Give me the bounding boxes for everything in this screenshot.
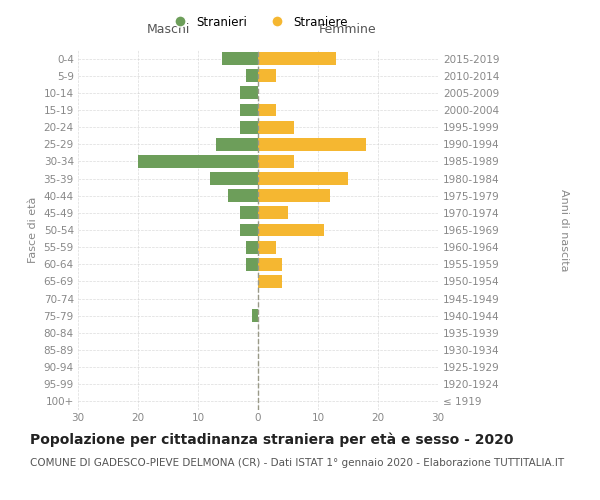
- Text: Femmine: Femmine: [319, 24, 377, 36]
- Bar: [228, 190, 258, 202]
- Bar: [258, 70, 276, 82]
- Bar: [138, 155, 258, 168]
- Bar: [258, 206, 288, 220]
- Text: COMUNE DI GADESCO-PIEVE DELMONA (CR) - Dati ISTAT 1° gennaio 2020 - Elaborazione: COMUNE DI GADESCO-PIEVE DELMONA (CR) - D…: [30, 458, 564, 468]
- Bar: [258, 190, 330, 202]
- Text: Maschi: Maschi: [146, 24, 190, 36]
- Legend: Stranieri, Straniere: Stranieri, Straniere: [163, 11, 353, 34]
- Bar: [258, 52, 336, 65]
- Y-axis label: Anni di nascita: Anni di nascita: [559, 188, 569, 271]
- Bar: [258, 120, 294, 134]
- Bar: [258, 138, 366, 150]
- Bar: [246, 258, 258, 270]
- Bar: [252, 310, 258, 322]
- Bar: [258, 258, 282, 270]
- Bar: [240, 120, 258, 134]
- Bar: [258, 240, 276, 254]
- Bar: [240, 206, 258, 220]
- Bar: [246, 70, 258, 82]
- Bar: [240, 224, 258, 236]
- Bar: [246, 240, 258, 254]
- Bar: [258, 172, 348, 185]
- Bar: [216, 138, 258, 150]
- Bar: [258, 155, 294, 168]
- Bar: [258, 224, 324, 236]
- Bar: [240, 104, 258, 117]
- Bar: [222, 52, 258, 65]
- Y-axis label: Fasce di età: Fasce di età: [28, 197, 38, 263]
- Text: Popolazione per cittadinanza straniera per età e sesso - 2020: Popolazione per cittadinanza straniera p…: [30, 432, 514, 447]
- Bar: [258, 104, 276, 117]
- Bar: [240, 86, 258, 100]
- Bar: [210, 172, 258, 185]
- Bar: [258, 275, 282, 288]
